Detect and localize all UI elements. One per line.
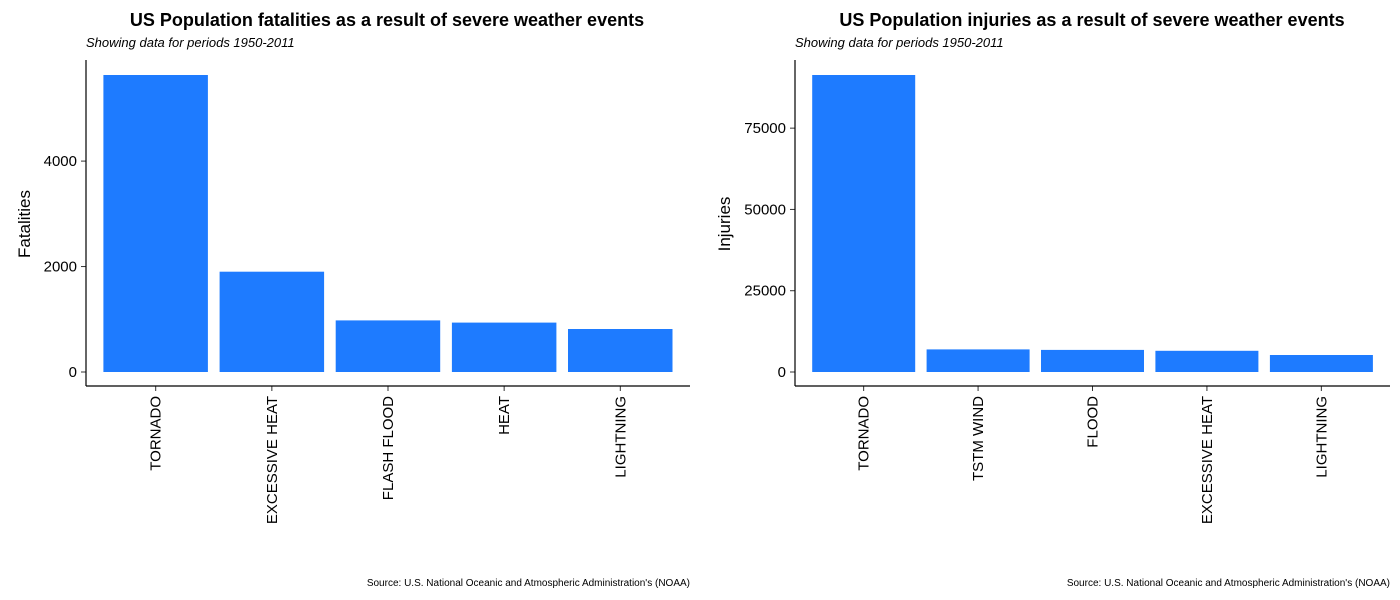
- bar-tornado: [812, 75, 916, 372]
- x-axis-ticks: TORNADO TSTM WIND FLOOD EXCESSIVE HEAT LIGHT…: [856, 386, 1330, 524]
- x-tick-label: FLOOD: [1085, 396, 1102, 448]
- x-tick-label: TSTM WIND: [970, 396, 987, 481]
- bar-heat: [451, 322, 557, 372]
- y-axis-label: Injuries: [715, 197, 734, 252]
- bar-flood: [1041, 349, 1144, 372]
- y-tick-label: 0: [778, 364, 786, 381]
- x-tick-label: EXCESSIVE HEAT: [1199, 396, 1216, 524]
- x-tick-label: EXCESSIVE HEAT: [264, 396, 281, 524]
- y-axis-label: Fatalities: [15, 190, 34, 258]
- y-tick-label: 50000: [744, 201, 786, 218]
- x-tick-label: FLASH FLOOD: [380, 396, 397, 500]
- chart-subtitle: Showing data for periods 1950-2011: [795, 35, 1004, 50]
- bar-lightning: [1269, 355, 1373, 372]
- y-tick-label: 4000: [44, 153, 77, 170]
- x-tick-label: TORNADO: [856, 396, 873, 471]
- bar-tornado: [103, 75, 208, 372]
- injuries-chart-panel: US Population injuries as a result of se…: [715, 10, 1390, 589]
- fatalities-chart-panel: US Population fatalities as a result of …: [15, 10, 690, 589]
- y-tick-label: 25000: [744, 283, 786, 300]
- x-tick-label: HEAT: [496, 396, 513, 435]
- chart-subtitle: Showing data for periods 1950-2011: [86, 35, 295, 50]
- x-tick-label: TORNADO: [148, 396, 165, 471]
- chart-title: US Population fatalities as a result of …: [130, 10, 644, 30]
- bar-group: [103, 75, 673, 372]
- bar-excessive-heat: [1155, 350, 1259, 372]
- y-tick-label: 2000: [44, 259, 77, 276]
- y-tick-label: 75000: [744, 120, 786, 137]
- bar-tstm-wind: [926, 349, 1030, 372]
- bar-lightning: [568, 329, 673, 372]
- x-axis-ticks: TORNADO EXCESSIVE HEAT FLASH FLOOD HEAT LIGH…: [148, 386, 629, 524]
- chart-caption: Source: U.S. National Oceanic and Atmosp…: [367, 578, 690, 589]
- chart-caption: Source: U.S. National Oceanic and Atmosp…: [1067, 578, 1390, 589]
- y-axis-ticks: 0 25000 50000 75000: [744, 120, 795, 381]
- x-tick-label: LIGHTNING: [612, 396, 629, 478]
- x-tick-label: LIGHTNING: [1313, 396, 1330, 478]
- bar-flash-flood: [335, 320, 441, 372]
- y-axis-ticks: 0 2000 4000: [44, 153, 86, 381]
- chart-title: US Population injuries as a result of se…: [839, 10, 1344, 30]
- bar-group: [812, 75, 1373, 372]
- bar-excessive-heat: [219, 271, 325, 372]
- y-tick-label: 0: [69, 364, 77, 381]
